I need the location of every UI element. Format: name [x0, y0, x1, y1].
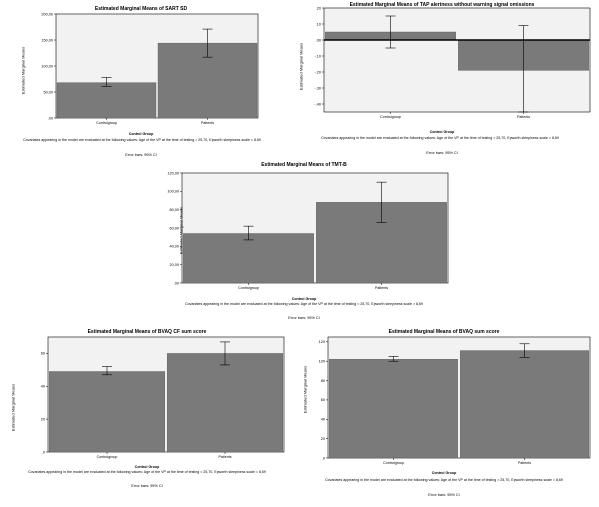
- x-axis-title: Control Group: [431, 471, 457, 475]
- chart-title: Estimated Marginal Means of BVAQ sum sco…: [388, 329, 500, 335]
- x-tick-label: Patients: [201, 121, 214, 125]
- chart-svg: .00 50,00 100,00 150,00 200,00 Controlgroup Pa…: [41, 12, 259, 125]
- y-tick-label: -.30: [314, 86, 321, 90]
- chart-svg: .00 20,00 40,00 60,00 80,00 100,00 120,00 Contr…: [167, 171, 449, 290]
- bar: [329, 359, 458, 459]
- chart-title: Estimated Marginal Means of BVAQ CF sum …: [87, 329, 207, 335]
- y-tick-label: 100: [319, 360, 325, 364]
- y-tick-label: .20: [316, 6, 321, 10]
- chart-panel-bvaq-cf: Estimated Marginal Means of BVAQ CF sum …: [6, 325, 288, 503]
- y-tick-label: 100,00: [41, 64, 53, 68]
- error-bars-note: Error bars: 95% CI: [125, 153, 157, 157]
- y-tick-label: .00: [316, 38, 321, 42]
- error-bars-note: Error bars: 95% CI: [131, 484, 163, 488]
- chart-title: Estimated Marginal Means of TMT-B: [261, 162, 347, 168]
- y-tick-label: .10: [316, 22, 321, 26]
- chart-svg: .0 20 40 60 80 100 120 Controlgroup Patients: [319, 336, 591, 465]
- error-bars-note: Error bars: 95% CI: [426, 151, 458, 155]
- covariates-note: Covariates appearing in the model are ev…: [321, 136, 559, 140]
- chart-title: Estimated Marginal Means of SART SD: [94, 6, 188, 12]
- x-tick-label: Patients: [219, 455, 232, 459]
- covariates-note: Covariates appearing in the model are ev…: [23, 138, 261, 142]
- y-tick-label: 60: [321, 398, 325, 402]
- x-tick-label: Patients: [375, 286, 388, 290]
- y-tick-label: 60: [41, 352, 45, 356]
- x-tick-label: Patients: [517, 115, 530, 119]
- chart-panel-sart-sd: Estimated Marginal Means of SART SD .00 5…: [10, 2, 272, 164]
- bar: [183, 233, 314, 284]
- x-axis-title: Control Group: [128, 132, 154, 136]
- error-bars-note: Error bars: 95% CI: [288, 316, 320, 320]
- bar: [48, 371, 166, 453]
- error-bars-note: Error bars: 95% CI: [428, 493, 460, 497]
- y-tick-label: 100,00: [167, 190, 179, 194]
- y-axis-label: Estimated Marginal Means: [298, 42, 304, 91]
- x-tick-label: Controlgroup: [96, 121, 117, 125]
- y-tick-label: 150,00: [41, 38, 53, 42]
- x-tick-label: Controlgroup: [380, 115, 401, 119]
- covariates-note: Covariates appearing in the model are ev…: [325, 478, 563, 482]
- y-tick-label: -.10: [314, 54, 321, 58]
- y-tick-label: 80: [321, 379, 325, 383]
- y-axis-label: Estimated Marginal Means: [178, 206, 184, 255]
- y-tick-label: 20: [41, 417, 45, 421]
- y-tick-label: 40,00: [169, 245, 179, 249]
- bar: [56, 82, 157, 119]
- y-tick-label: 20,00: [169, 263, 179, 267]
- y-tick-label: 20: [321, 437, 325, 441]
- x-tick-label: Controlgroup: [238, 286, 259, 290]
- y-tick-label: -.20: [314, 70, 321, 74]
- covariates-note: Covariates appearing in the model are ev…: [28, 470, 266, 474]
- covariates-note: Covariates appearing in the model are ev…: [185, 302, 423, 306]
- y-tick-label: 40: [321, 418, 325, 422]
- y-tick-label: 40: [41, 385, 45, 389]
- chart-panel-tmt-b: Estimated Marginal Means of TMT-B .00 20,…: [152, 158, 456, 324]
- y-tick-label: 80,00: [169, 208, 179, 212]
- x-tick-label: Controlgroup: [383, 461, 404, 465]
- chart-title: Estimated Marginal Means of TAP alertnes…: [349, 2, 535, 8]
- chart-panel-bvaq-sum: Estimated Marginal Means of BVAQ sum sco…: [296, 325, 592, 505]
- chart-panel-tap-omissions: Estimated Marginal Means of TAP alertnes…: [292, 0, 592, 162]
- x-axis-title: Control Group: [134, 465, 160, 469]
- y-axis-label: Estimated Marginal Means: [10, 383, 16, 432]
- y-tick-label: .00: [174, 281, 179, 285]
- y-tick-label: 200,00: [41, 12, 53, 16]
- y-axis-label: Estimated Marginal Means: [302, 365, 308, 414]
- x-tick-label: Patients: [518, 461, 531, 465]
- y-tick-label: 120: [319, 340, 325, 344]
- x-tick-label: Controlgroup: [97, 455, 118, 459]
- y-tick-label: .0: [42, 450, 45, 454]
- y-axis-label: Estimated Marginal Means: [20, 46, 26, 95]
- y-tick-label: -.40: [314, 102, 321, 106]
- y-tick-label: 120,00: [167, 171, 179, 175]
- y-tick-label: .00: [48, 116, 53, 120]
- x-axis-title: Control Group: [429, 130, 455, 134]
- chart-svg: .0 20 40 60 Controlgroup Patients: [41, 336, 285, 459]
- y-tick-label: 50,00: [43, 90, 53, 94]
- bar: [460, 350, 589, 459]
- y-tick-label: .0: [322, 456, 325, 460]
- y-tick-label: 60,00: [169, 226, 179, 230]
- bar: [166, 353, 284, 453]
- chart-svg: .20 .10 .00 -.10 -.20 -.30 -.40 Controlgroup Pat…: [314, 6, 591, 119]
- x-axis-title: Control Group: [291, 297, 317, 301]
